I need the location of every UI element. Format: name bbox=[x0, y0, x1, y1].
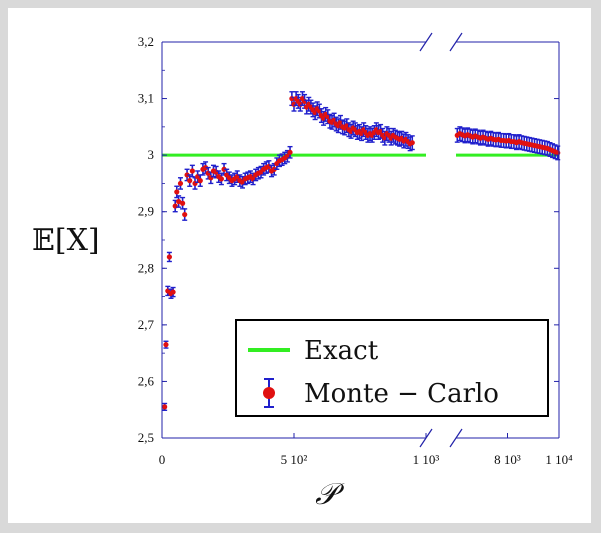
data-point bbox=[218, 176, 224, 182]
x-tick-label: 1 10⁴ bbox=[545, 452, 573, 467]
y-tick-label: 3,1 bbox=[138, 91, 154, 106]
legend-exact-label: Exact bbox=[304, 336, 379, 366]
y-tick-label: 2,5 bbox=[138, 430, 154, 445]
data-point bbox=[182, 211, 188, 218]
data-point bbox=[184, 172, 190, 178]
axis-break-mark bbox=[449, 428, 463, 448]
data-point bbox=[177, 180, 184, 187]
axis-break-mark bbox=[419, 32, 433, 52]
data-point bbox=[174, 189, 180, 195]
legend-box bbox=[235, 319, 549, 417]
y-tick-label: 3 bbox=[148, 147, 155, 162]
y-tick-label: 2,9 bbox=[138, 204, 154, 219]
data-point bbox=[382, 135, 388, 141]
x-tick-label: 5 10² bbox=[281, 452, 308, 467]
data-point bbox=[344, 123, 350, 129]
data-point bbox=[337, 119, 344, 125]
data-point bbox=[320, 115, 327, 121]
data-point bbox=[179, 200, 186, 206]
data-point bbox=[312, 110, 318, 116]
y-tick-label: 3,2 bbox=[138, 34, 154, 49]
data-point bbox=[202, 164, 209, 171]
data-point bbox=[287, 149, 293, 155]
legend-mc-label: Monte − Carlo bbox=[304, 379, 499, 409]
chart-frame: 2,5 2,6 2,7 2,8 2,9 3 3,1 3,2 0 5 10² 1 10³ 8 10³ 1 … bbox=[8, 8, 591, 523]
data-point bbox=[377, 128, 384, 134]
data-point bbox=[176, 198, 182, 205]
data-point bbox=[331, 117, 337, 123]
data-point bbox=[316, 108, 322, 114]
plot-content bbox=[162, 91, 561, 411]
y-tick-label: 2,8 bbox=[138, 260, 154, 275]
data-point bbox=[221, 166, 227, 172]
data-point bbox=[163, 342, 169, 348]
data-point bbox=[187, 178, 193, 184]
axes: 2,5 2,6 2,7 2,8 2,9 3 3,1 3,2 0 5 10² 1 10³ 8 10³ 1 … bbox=[138, 32, 573, 467]
x-axis-label: 𝒫 bbox=[315, 477, 345, 512]
data-point bbox=[325, 114, 331, 120]
data-point bbox=[409, 140, 415, 146]
x-tick-label: 8 10³ bbox=[494, 452, 521, 467]
legend: Exact Monte − Carlo bbox=[235, 319, 549, 417]
axis-break-mark bbox=[449, 32, 463, 52]
y-tick-label: 2,6 bbox=[138, 373, 155, 388]
chart-canvas: 2,5 2,6 2,7 2,8 2,9 3 3,1 3,2 0 5 10² 1 10³ 8 10³ 1 … bbox=[32, 32, 573, 512]
data-point bbox=[271, 166, 277, 172]
data-point bbox=[189, 168, 195, 174]
data-point bbox=[162, 404, 168, 410]
y-axis-label: 𝔼[X] bbox=[32, 223, 100, 258]
y-tick-label: 2,7 bbox=[138, 317, 155, 332]
x-tick-label: 0 bbox=[159, 452, 166, 467]
x-tick-label: 1 10³ bbox=[413, 452, 440, 467]
legend-mc-marker bbox=[263, 387, 275, 399]
data-point bbox=[170, 289, 176, 295]
data-point bbox=[197, 178, 203, 184]
data-point bbox=[166, 254, 172, 260]
data-point bbox=[358, 131, 365, 137]
